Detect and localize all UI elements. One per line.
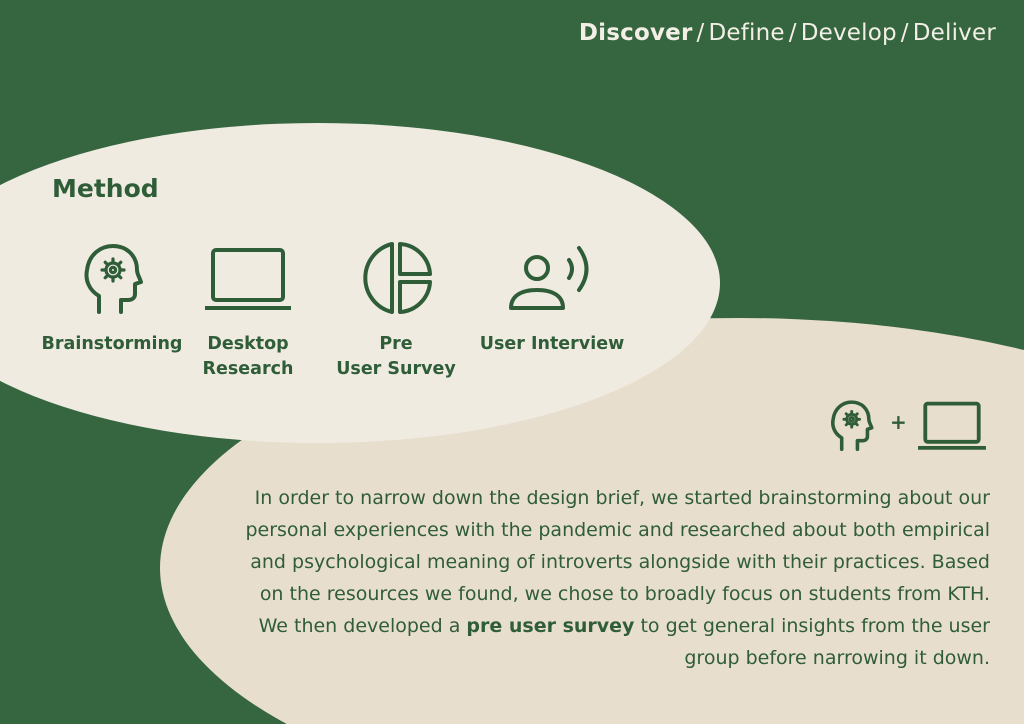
- pre-user-survey-highlight: pre user survey: [466, 615, 635, 637]
- breadcrumb-separator: /: [900, 20, 909, 46]
- breadcrumb-separator: /: [788, 20, 797, 46]
- breadcrumb: Discover / Define / Develop / Deliver: [579, 20, 996, 46]
- method-description: In order to narrow down the design brief…: [210, 482, 990, 674]
- description-line: group before narrowing it down.: [684, 647, 990, 669]
- method-label-pre-user-survey: Pre User Survey: [306, 332, 486, 382]
- description-line: We then developed a pre user survey to g…: [210, 610, 990, 642]
- label-line: User Interview: [479, 334, 625, 354]
- user-speaking-icon: [509, 246, 589, 310]
- breadcrumb-item-develop[interactable]: Develop: [800, 20, 897, 46]
- label-line: Research: [202, 359, 294, 379]
- description-line: personal experiences with the pandemic a…: [245, 519, 990, 541]
- label-line: Pre: [379, 334, 413, 354]
- method-item-user-interview: User Interview: [462, 240, 642, 357]
- description-line: In order to narrow down the design brief…: [254, 487, 990, 509]
- brainstorming-head-gear-icon: [84, 244, 143, 314]
- method-combination: +: [826, 394, 996, 456]
- pie-chart-icon: [363, 242, 432, 314]
- breadcrumb-item-define[interactable]: Define: [708, 20, 785, 46]
- laptop-icon: [918, 401, 986, 450]
- description-text: to get general insights from the user: [634, 615, 990, 637]
- method-label-brainstorming: Brainstorming: [22, 332, 202, 357]
- laptop-icon: [205, 248, 291, 310]
- label-line: Brainstorming: [41, 334, 183, 354]
- method-label-user-interview: User Interview: [462, 332, 642, 357]
- light-ellipse: [0, 123, 720, 443]
- method-item-pre-user-survey: Pre User Survey: [306, 240, 486, 382]
- breadcrumb-item-deliver[interactable]: Deliver: [912, 20, 996, 46]
- label-line: Desktop: [207, 334, 289, 354]
- description-line: on the resources we found, we chose to b…: [259, 583, 990, 605]
- breadcrumb-separator: /: [696, 20, 705, 46]
- method-item-desktop-research: Desktop Research: [158, 240, 338, 382]
- description-text: We then developed a: [258, 615, 467, 637]
- label-line: User Survey: [336, 359, 456, 379]
- brainstorming-head-gear-icon: [831, 400, 874, 452]
- method-item-brainstorming: Brainstorming: [22, 240, 202, 357]
- breadcrumb-item-discover[interactable]: Discover: [578, 20, 693, 46]
- method-label-desktop-research: Desktop Research: [158, 332, 338, 382]
- plus-sign: +: [890, 410, 907, 434]
- description-line: and psychological meaning of introverts …: [250, 551, 990, 573]
- method-title: Method: [52, 174, 159, 203]
